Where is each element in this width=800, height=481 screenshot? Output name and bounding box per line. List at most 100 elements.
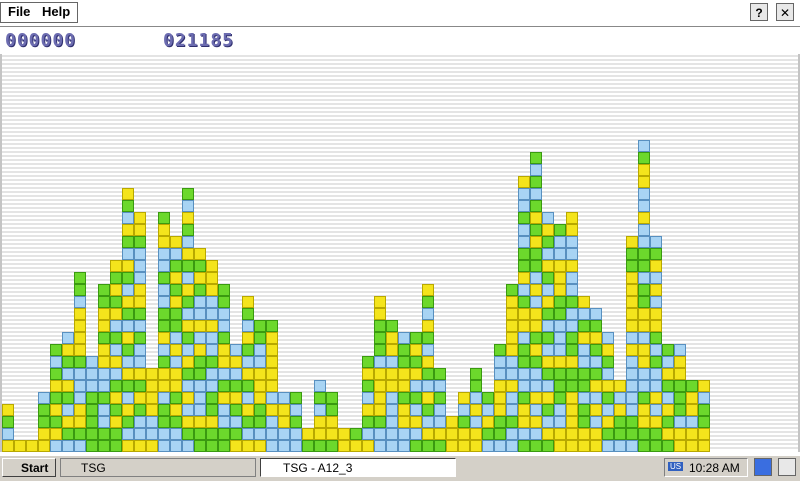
block: [638, 332, 650, 344]
block: [518, 404, 530, 416]
block: [170, 380, 182, 392]
block: [170, 404, 182, 416]
block: [422, 320, 434, 332]
menu-bar: File Help ? ✕: [0, 0, 800, 27]
block: [206, 356, 218, 368]
block: [182, 416, 194, 428]
block: [62, 416, 74, 428]
block: [518, 248, 530, 260]
block: [278, 404, 290, 416]
block: [266, 356, 278, 368]
block: [386, 392, 398, 404]
block: [530, 224, 542, 236]
block: [506, 380, 518, 392]
block: [194, 248, 206, 260]
block: [182, 200, 194, 212]
block: [506, 356, 518, 368]
input-indicator[interactable]: US: [668, 462, 684, 471]
block: [410, 440, 422, 452]
block: [314, 428, 326, 440]
block: [146, 440, 158, 452]
block: [554, 356, 566, 368]
block: [518, 296, 530, 308]
block: [98, 284, 110, 296]
block: [470, 428, 482, 440]
block: [518, 260, 530, 272]
block: [110, 260, 122, 272]
block: [578, 392, 590, 404]
block: [194, 308, 206, 320]
block: [374, 440, 386, 452]
block: [254, 428, 266, 440]
start-button[interactable]: Start: [2, 458, 56, 477]
block: [302, 428, 314, 440]
block: [134, 440, 146, 452]
block: [626, 236, 638, 248]
block: [206, 392, 218, 404]
block: [398, 344, 410, 356]
block: [266, 404, 278, 416]
block: [482, 440, 494, 452]
block: [566, 284, 578, 296]
block: [218, 296, 230, 308]
block: [110, 284, 122, 296]
block: [626, 272, 638, 284]
block: [182, 428, 194, 440]
block: [446, 440, 458, 452]
block: [506, 392, 518, 404]
block: [266, 380, 278, 392]
block: [554, 308, 566, 320]
block: [434, 440, 446, 452]
block: [86, 416, 98, 428]
block: [74, 404, 86, 416]
block: [398, 404, 410, 416]
block: [530, 368, 542, 380]
block: [614, 380, 626, 392]
block: [266, 440, 278, 452]
block: [638, 212, 650, 224]
keyboard-icon[interactable]: [778, 458, 796, 476]
block: [254, 440, 266, 452]
block: [650, 296, 662, 308]
menu-file[interactable]: File: [8, 4, 31, 19]
block: [626, 308, 638, 320]
block: [518, 236, 530, 248]
block: [626, 356, 638, 368]
help-button[interactable]: ?: [750, 3, 768, 21]
block: [158, 392, 170, 404]
block: [554, 248, 566, 260]
block: [542, 224, 554, 236]
block: [254, 380, 266, 392]
block: [254, 404, 266, 416]
block: [638, 236, 650, 248]
block: [194, 392, 206, 404]
block: [362, 428, 374, 440]
close-button[interactable]: ✕: [776, 3, 794, 21]
block: [386, 440, 398, 452]
block: [38, 440, 50, 452]
block: [494, 404, 506, 416]
tray-icon[interactable]: [754, 458, 772, 476]
block: [638, 152, 650, 164]
block: [626, 392, 638, 404]
menu-help[interactable]: Help: [42, 4, 71, 19]
block: [410, 332, 422, 344]
block: [182, 332, 194, 344]
block: [494, 368, 506, 380]
folder-task[interactable]: TSG: [60, 458, 256, 477]
block: [206, 344, 218, 356]
block: [566, 332, 578, 344]
block: [554, 260, 566, 272]
window-task[interactable]: TSG - A12_3: [260, 458, 456, 477]
block: [410, 416, 422, 428]
block: [134, 320, 146, 332]
block: [146, 380, 158, 392]
block: [554, 272, 566, 284]
block: [218, 416, 230, 428]
block: [650, 344, 662, 356]
high-score: 021185: [163, 30, 235, 51]
block: [182, 380, 194, 392]
block: [242, 440, 254, 452]
block: [194, 332, 206, 344]
